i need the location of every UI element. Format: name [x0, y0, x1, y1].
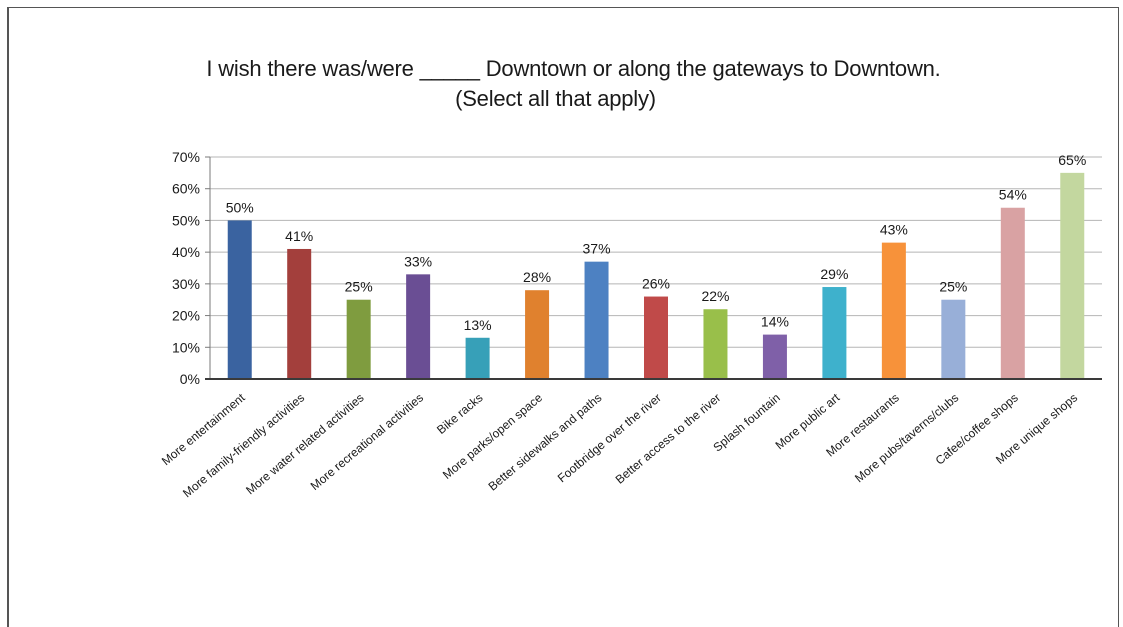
chart-subtitle: (Select all that apply)	[455, 86, 656, 111]
bar-data-label: 33%	[404, 253, 432, 269]
bar	[227, 220, 252, 379]
bar-data-label: 13%	[464, 317, 492, 333]
y-tick-label: 50%	[172, 212, 200, 228]
bar-data-label: 28%	[523, 269, 551, 285]
bar	[703, 309, 728, 379]
y-tick-label: 60%	[172, 181, 200, 197]
x-category-label: Better sidewalks and paths	[486, 391, 605, 494]
bar	[525, 290, 550, 379]
bar	[822, 287, 847, 379]
bar-data-label: 41%	[285, 228, 313, 244]
bar	[644, 296, 668, 379]
bar-data-label: 29%	[820, 266, 848, 282]
bar	[287, 248, 312, 379]
bar	[346, 299, 371, 379]
bar	[762, 334, 787, 379]
bar	[1060, 172, 1085, 379]
y-tick-label: 10%	[172, 339, 200, 355]
x-category-label: Better access to the river	[613, 391, 724, 487]
x-category-label: Footbridge over the river	[555, 391, 664, 486]
y-tick-label: 40%	[172, 244, 200, 260]
chart-title: I wish there was/were _____ Downtown or …	[206, 56, 941, 81]
bar	[584, 261, 609, 379]
bar	[465, 337, 490, 379]
bar	[406, 274, 431, 379]
y-tick-label: 70%	[172, 149, 200, 165]
bar	[941, 299, 966, 379]
y-tick-label: 0%	[180, 371, 200, 387]
y-tick-label: 30%	[172, 276, 200, 292]
x-category-label: Bike racks	[434, 391, 485, 437]
x-category-label: More family-friendly activities	[180, 391, 307, 501]
x-category-label: More recreational activities	[308, 391, 426, 493]
bar-data-label: 22%	[701, 288, 729, 304]
bar	[1000, 207, 1025, 379]
x-category-label: More parks/open space	[440, 390, 545, 482]
x-category-label: More water related activities	[243, 391, 366, 498]
bar-data-label: 26%	[642, 276, 670, 292]
bar-data-label: 50%	[226, 199, 254, 215]
x-category-label: More pubs/taverns/clubs	[852, 391, 961, 486]
chart-frame	[7, 7, 1119, 627]
bar-data-label: 14%	[761, 314, 789, 330]
bar-data-label: 25%	[345, 279, 373, 295]
bar-data-label: 54%	[999, 187, 1027, 203]
bar-data-label: 37%	[583, 241, 611, 257]
y-tick-label: 20%	[172, 308, 200, 324]
bar	[881, 242, 906, 379]
bar-data-label: 43%	[880, 222, 908, 238]
bar-data-label: 25%	[939, 279, 967, 295]
bar-data-label: 65%	[1058, 152, 1086, 168]
